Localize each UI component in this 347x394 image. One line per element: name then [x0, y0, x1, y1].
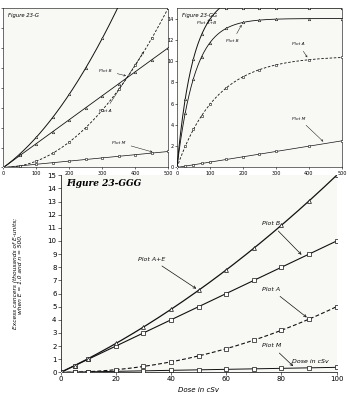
Text: Plot A+B: Plot A+B	[197, 20, 216, 25]
Text: Plot M: Plot M	[292, 117, 323, 141]
Text: Plot M: Plot M	[112, 141, 152, 152]
Text: Plot B: Plot B	[99, 69, 126, 76]
Text: Plot B: Plot B	[262, 221, 301, 254]
Text: Figure 23-GGG: Figure 23-GGG	[66, 179, 142, 188]
Text: Plot A+E: Plot A+E	[138, 257, 196, 288]
Text: Figure 23-GG: Figure 23-GG	[182, 13, 217, 18]
Text: Plot M: Plot M	[262, 344, 293, 366]
Text: Plot B: Plot B	[226, 25, 241, 43]
Text: Plot A: Plot A	[292, 42, 307, 57]
Text: Plot A+B: Plot A+B	[0, 393, 1, 394]
Text: Dose in cSv: Dose in cSv	[291, 359, 328, 364]
Text: Plot A: Plot A	[262, 287, 306, 317]
Text: Dose in cSv: Dose in cSv	[178, 387, 219, 393]
Text: Plot A: Plot A	[99, 52, 143, 113]
Text: Figure 23-G: Figure 23-G	[8, 13, 40, 18]
Text: Excess cancers (thousands of E-units;
when E = 1.0 and n = 500.: Excess cancers (thousands of E-units; wh…	[12, 218, 23, 329]
